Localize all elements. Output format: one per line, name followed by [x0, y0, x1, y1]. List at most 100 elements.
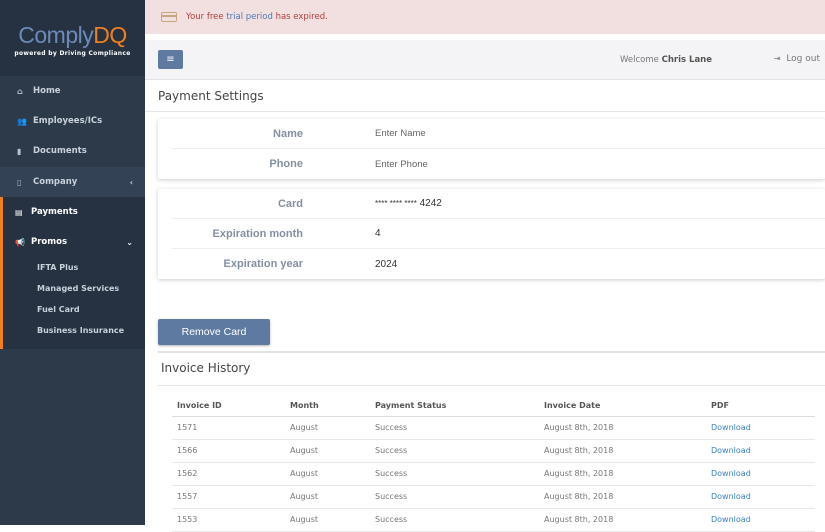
remove-card-button[interactable]: Remove Card — [158, 319, 270, 345]
invoice-id-cell: 1571 — [172, 416, 285, 440]
download-link[interactable]: Download — [711, 492, 751, 501]
sidebar-subitem-business-insurance[interactable]: Business Insurance — [37, 326, 125, 335]
logo-text-accent: DQ — [93, 22, 127, 48]
month-cell: August — [285, 508, 370, 532]
logo[interactable]: ComplyDQ powered by Driving Compliance — [0, 0, 145, 76]
divider — [145, 111, 825, 112]
invoice-table: Invoice ID Month Payment Status Invoice … — [172, 395, 815, 532]
table-row: 1571 August Success August 8th, 2018 Downloa… — [172, 416, 815, 440]
column-header: Invoice ID — [172, 395, 285, 417]
active-section — [0, 197, 145, 349]
user-name: Chris Lane — [661, 55, 712, 65]
sidebar-subitem-ifta-plus[interactable]: IFTA Plus — [37, 263, 79, 272]
month-cell: August — [285, 416, 370, 440]
trial-period-link[interactable]: trial period — [226, 12, 273, 22]
column-header: Payment Status — [370, 395, 539, 417]
invoice-history-title: Invoice History — [161, 361, 251, 375]
column-header: Invoice Date — [539, 395, 706, 417]
sidebar: ComplyDQ powered by Driving Compliance ⌂… — [0, 0, 145, 525]
payment-status-cell: Success — [370, 508, 539, 532]
phone-field[interactable]: Enter Phone — [375, 158, 428, 170]
payment-status-cell: Success — [370, 416, 539, 440]
invoice-date-cell: August 8th, 2018 — [539, 462, 706, 486]
menu-toggle-button[interactable]: ≡ — [158, 50, 183, 69]
payment-status-cell: Success — [370, 439, 539, 463]
divider — [158, 385, 825, 386]
trial-expired-alert: Your free trial period has expired. — [145, 0, 825, 34]
sidebar-item-label: Promos — [31, 237, 68, 247]
chevron-left-icon: ‹ — [129, 177, 133, 187]
phone-label: Phone — [269, 158, 303, 170]
sidebar-item-documents[interactable]: ▮ Documents — [0, 136, 145, 166]
sidebar-subitem-fuel-card[interactable]: Fuel Card — [37, 305, 80, 314]
invoice-date-cell: August 8th, 2018 — [539, 416, 706, 440]
top-bar: ≡ Welcome Chris Lane ⇥ Log out — [145, 40, 825, 80]
table-row: 1557 August Success August 8th, 2018 Downloa… — [172, 485, 815, 509]
welcome-label: Welcome — [620, 55, 662, 65]
invoice-id-cell: 1566 — [172, 439, 285, 463]
sidebar-item-employees[interactable]: 👥 Employees/ICs — [0, 106, 145, 136]
download-link[interactable]: Download — [711, 515, 751, 524]
pdf-cell: Download — [706, 485, 815, 509]
card-number: **** **** **** 4242 — [375, 198, 442, 209]
welcome-text: Welcome Chris Lane — [620, 55, 712, 65]
sidebar-item-payments[interactable]: ▤ Payments — [0, 197, 145, 227]
sidebar-item-label: Payments — [31, 207, 78, 217]
name-label: Name — [273, 127, 303, 140]
month-cell: August — [285, 462, 370, 486]
chevron-down-icon: ⌄ — [126, 237, 133, 247]
credit-card-icon — [161, 12, 177, 22]
table-row: 1553 August Success August 8th, 2018 Downloa… — [172, 508, 815, 532]
invoice-id-cell: 1562 — [172, 462, 285, 486]
building-icon: ▯ — [17, 177, 22, 187]
month-cell: August — [285, 485, 370, 509]
sidebar-subitem-managed-services[interactable]: Managed Services — [37, 284, 120, 293]
pdf-cell: Download — [706, 508, 815, 532]
exp-month-label: Expiration month — [212, 227, 303, 240]
logout-button[interactable]: ⇥ Log out — [774, 54, 820, 64]
sidebar-item-company[interactable]: ▯ Company ‹ — [0, 167, 145, 197]
exp-year-value: 2024 — [375, 258, 398, 270]
file-icon: ▮ — [17, 146, 22, 156]
page-title: Payment Settings — [158, 89, 264, 103]
invoice-date-cell: August 8th, 2018 — [539, 439, 706, 463]
month-cell: August — [285, 439, 370, 463]
logo-tagline: powered by Driving Compliance — [14, 50, 131, 57]
download-link[interactable]: Download — [711, 423, 751, 432]
sidebar-item-label: Employees/ICs — [33, 116, 103, 126]
pdf-cell: Download — [706, 416, 815, 440]
logout-label: Log out — [786, 54, 820, 64]
bullhorn-icon: 📢 — [15, 237, 25, 247]
divider — [158, 351, 825, 353]
sidebar-item-label: Home — [33, 86, 61, 96]
hamburger-icon: ≡ — [166, 54, 175, 65]
users-icon: 👥 — [17, 116, 27, 126]
exp-year-label: Expiration year — [223, 258, 303, 270]
sidebar-item-promos[interactable]: 📢 Promos ⌄ — [0, 227, 145, 257]
invoice-id-cell: 1553 — [172, 508, 285, 532]
table-row: 1566 August Success August 8th, 2018 Downloa… — [172, 439, 815, 463]
card-last4: 4242 — [419, 198, 442, 209]
download-link[interactable]: Download — [711, 446, 751, 455]
column-header: PDF — [706, 395, 815, 417]
sidebar-item-label: Company — [33, 177, 78, 187]
payment-status-cell: Success — [370, 485, 539, 509]
logo-text: Comply — [18, 22, 94, 48]
card-details: Card **** **** **** 4242 Expiration month… — [158, 189, 825, 279]
card-label: Card — [277, 197, 303, 210]
sign-out-icon: ⇥ — [773, 54, 781, 63]
payment-status-cell: Success — [370, 462, 539, 486]
table-row: 1562 August Success August 8th, 2018 Downloa… — [172, 462, 815, 486]
pdf-cell: Download — [706, 462, 815, 486]
contact-card: Name Enter Name Phone Enter Phone — [158, 119, 825, 179]
sidebar-item-home[interactable]: ⌂ Home — [0, 76, 145, 106]
name-field[interactable]: Enter Name — [375, 128, 426, 139]
invoice-date-cell: August 8th, 2018 — [539, 508, 706, 532]
sidebar-item-label: Documents — [33, 146, 87, 156]
download-link[interactable]: Download — [711, 469, 751, 478]
pdf-cell: Download — [706, 439, 815, 463]
invoice-date-cell: August 8th, 2018 — [539, 485, 706, 509]
alert-text: Your free — [186, 12, 224, 22]
table-header: Invoice ID Month Payment Status Invoice … — [172, 395, 815, 417]
home-icon: ⌂ — [17, 86, 23, 96]
